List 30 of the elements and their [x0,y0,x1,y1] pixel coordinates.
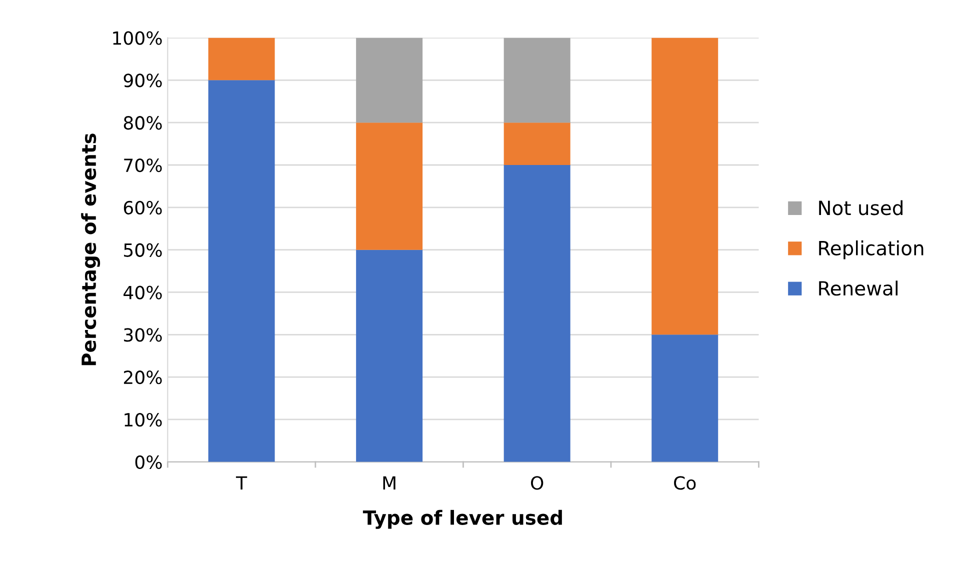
y-tick-label: 30% [124,328,162,342]
bar [504,165,570,462]
bar [504,122,570,166]
legend-label: Not used [819,200,902,216]
bar [652,334,718,462]
x-tick-label: Co [674,476,696,490]
bar [504,38,570,123]
y-tick-label: 20% [124,370,162,384]
bar [208,80,275,462]
y-tick-label: 90% [124,74,162,88]
x-axis-title: Type of lever used [362,510,562,529]
y-axis-title: Percentage of events [81,134,100,366]
x-tick-label: T [236,476,248,490]
y-tick-label: 0% [135,455,162,470]
y-tick-label: 10% [124,412,162,427]
x-tick-label: M [383,476,396,490]
bar [356,250,423,462]
legend-label: Renewal [819,280,898,296]
y-tick-label: 40% [124,286,162,300]
x-tick-label: O [530,476,544,490]
y-tick-label: 50% [124,243,162,257]
y-tick-label: 70% [124,158,162,172]
legend-label: Replication [819,240,924,260]
y-tick-label: 60% [124,200,162,215]
bar [208,38,275,80]
bar [356,38,423,123]
bar [652,38,718,335]
bar [356,122,423,250]
y-tick-label: 80% [124,116,162,130]
y-tick-label: 100% [113,31,162,45]
